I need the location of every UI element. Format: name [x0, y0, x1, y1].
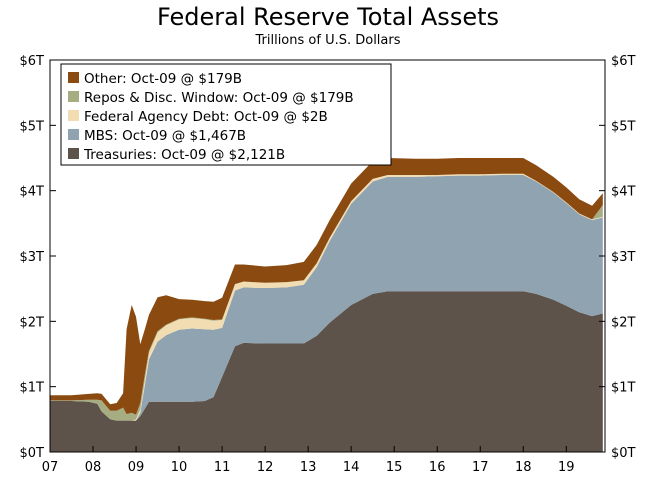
y-tick-label-left: $6T	[20, 54, 45, 69]
y-tick-label-left: $0T	[20, 446, 45, 461]
x-tick-label: 12	[257, 460, 274, 475]
x-tick-label: 10	[171, 460, 188, 475]
area-treasuries	[50, 291, 603, 452]
legend-box	[60, 63, 392, 166]
legend-swatch-treasuries	[68, 148, 79, 159]
stacked-areas	[50, 158, 603, 452]
x-tick-label: 17	[472, 460, 489, 475]
x-tick-label: 16	[429, 460, 446, 475]
y-tick-label-left: $2T	[20, 315, 45, 330]
area-mbs	[50, 175, 603, 421]
x-tick-label: 19	[558, 460, 575, 475]
area-other	[50, 158, 603, 415]
chart-subtitle: Trillions of U.S. Dollars	[255, 33, 401, 48]
x-tick-label: 15	[386, 460, 403, 475]
legend-swatch-mbs	[68, 129, 79, 140]
x-tick-label: 09	[128, 460, 145, 475]
x-tick-label: 18	[515, 460, 532, 475]
y-tick-label-right: $4T	[611, 185, 636, 200]
x-tick-label: 07	[42, 460, 59, 475]
y-tick-label-left: $1T	[20, 381, 45, 396]
axis-ticks	[49, 59, 605, 453]
y-tick-label-right: $3T	[611, 250, 636, 265]
legend-swatch-other	[68, 72, 79, 83]
legend-swatch-agency	[68, 110, 79, 121]
legend-label-other: Other: Oct-09 @ $179B	[84, 71, 242, 87]
legend-label-mbs: MBS: Oct-09 @ $1,467B	[84, 128, 246, 144]
y-tick-label-right: $5T	[611, 119, 636, 134]
y-tick-label-right: $2T	[611, 315, 636, 330]
legend-label-treasuries: Treasuries: Oct-09 @ $2,121B	[83, 147, 285, 163]
x-tick-label: 14	[343, 460, 360, 475]
legend-swatch-repos	[68, 91, 79, 102]
chart-title: Federal Reserve Total Assets	[156, 3, 499, 31]
y-tick-label-left: $5T	[20, 119, 45, 134]
x-tick-label: 08	[85, 460, 102, 475]
y-tick-label-right: $0T	[611, 446, 636, 461]
axis-labels: $0T $0T $1T $1T $2T $2T $3T $3T $4T $4T $5T $5T $6T $…	[20, 54, 636, 475]
y-tick-label-left: $3T	[20, 250, 45, 265]
y-tick-label-right: $1T	[611, 381, 636, 396]
legend-label-repos: Repos & Disc. Window: Oct-09 @ $179B	[84, 90, 354, 106]
y-tick-label-right: $6T	[611, 54, 636, 69]
y-tick-label-left: $4T	[20, 185, 45, 200]
x-tick-label: 11	[214, 460, 231, 475]
legend: Other: Oct-09 @ $179B Repos & Disc. Windo…	[60, 63, 392, 166]
legend-label-agency: Federal Agency Debt: Oct-09 @ $2B	[84, 109, 328, 125]
x-tick-label: 13	[300, 460, 317, 475]
